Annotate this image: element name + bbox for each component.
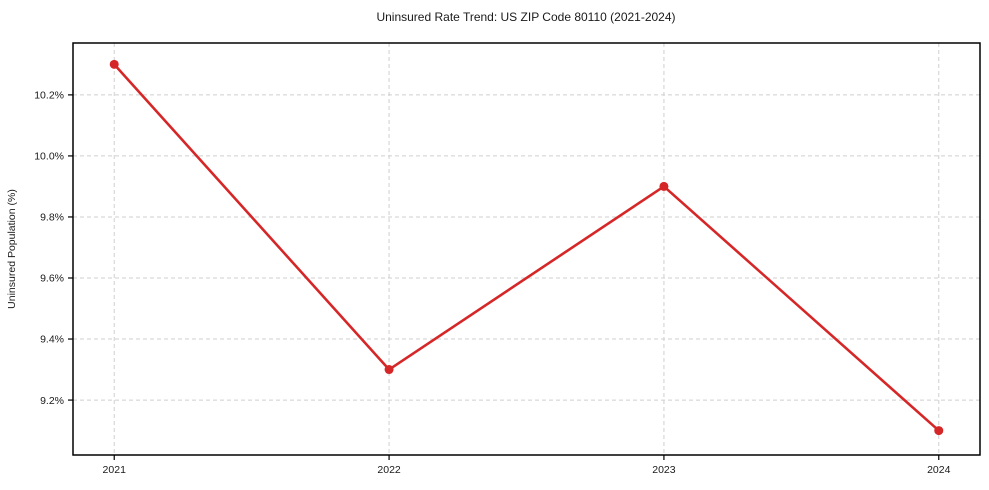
y-tick-label: 9.4%: [40, 334, 64, 346]
y-axis-label: Uninsured Population (%): [6, 189, 18, 309]
data-point-2022: [384, 365, 394, 375]
y-tick-label: 9.8%: [40, 212, 64, 224]
y-tick-label: 9.6%: [40, 273, 64, 285]
chart-title: Uninsured Rate Trend: US ZIP Code 80110 …: [376, 10, 675, 24]
x-tick-label: 2023: [652, 464, 676, 476]
plot-border: [72, 42, 981, 456]
data-point-2023: [659, 181, 669, 191]
x-tick-label: 2021: [103, 464, 127, 476]
y-tick-label: 9.2%: [40, 395, 64, 407]
y-tick-label: 10.0%: [34, 151, 64, 163]
x-tick-label: 2024: [927, 464, 951, 476]
trend-line: [112, 63, 941, 432]
grid-layer: [73, 43, 980, 455]
series-layer: [109, 59, 944, 436]
x-tick-label: 2022: [377, 464, 401, 476]
data-point-2021: [109, 59, 119, 69]
axis-layer: 9.2% 9.4% 9.6% 9.8% 10.0% 10.2% 2021 2022 2023 20…: [34, 42, 981, 476]
data-point-2024: [934, 426, 944, 436]
y-tick-label: 10.2%: [34, 90, 64, 102]
